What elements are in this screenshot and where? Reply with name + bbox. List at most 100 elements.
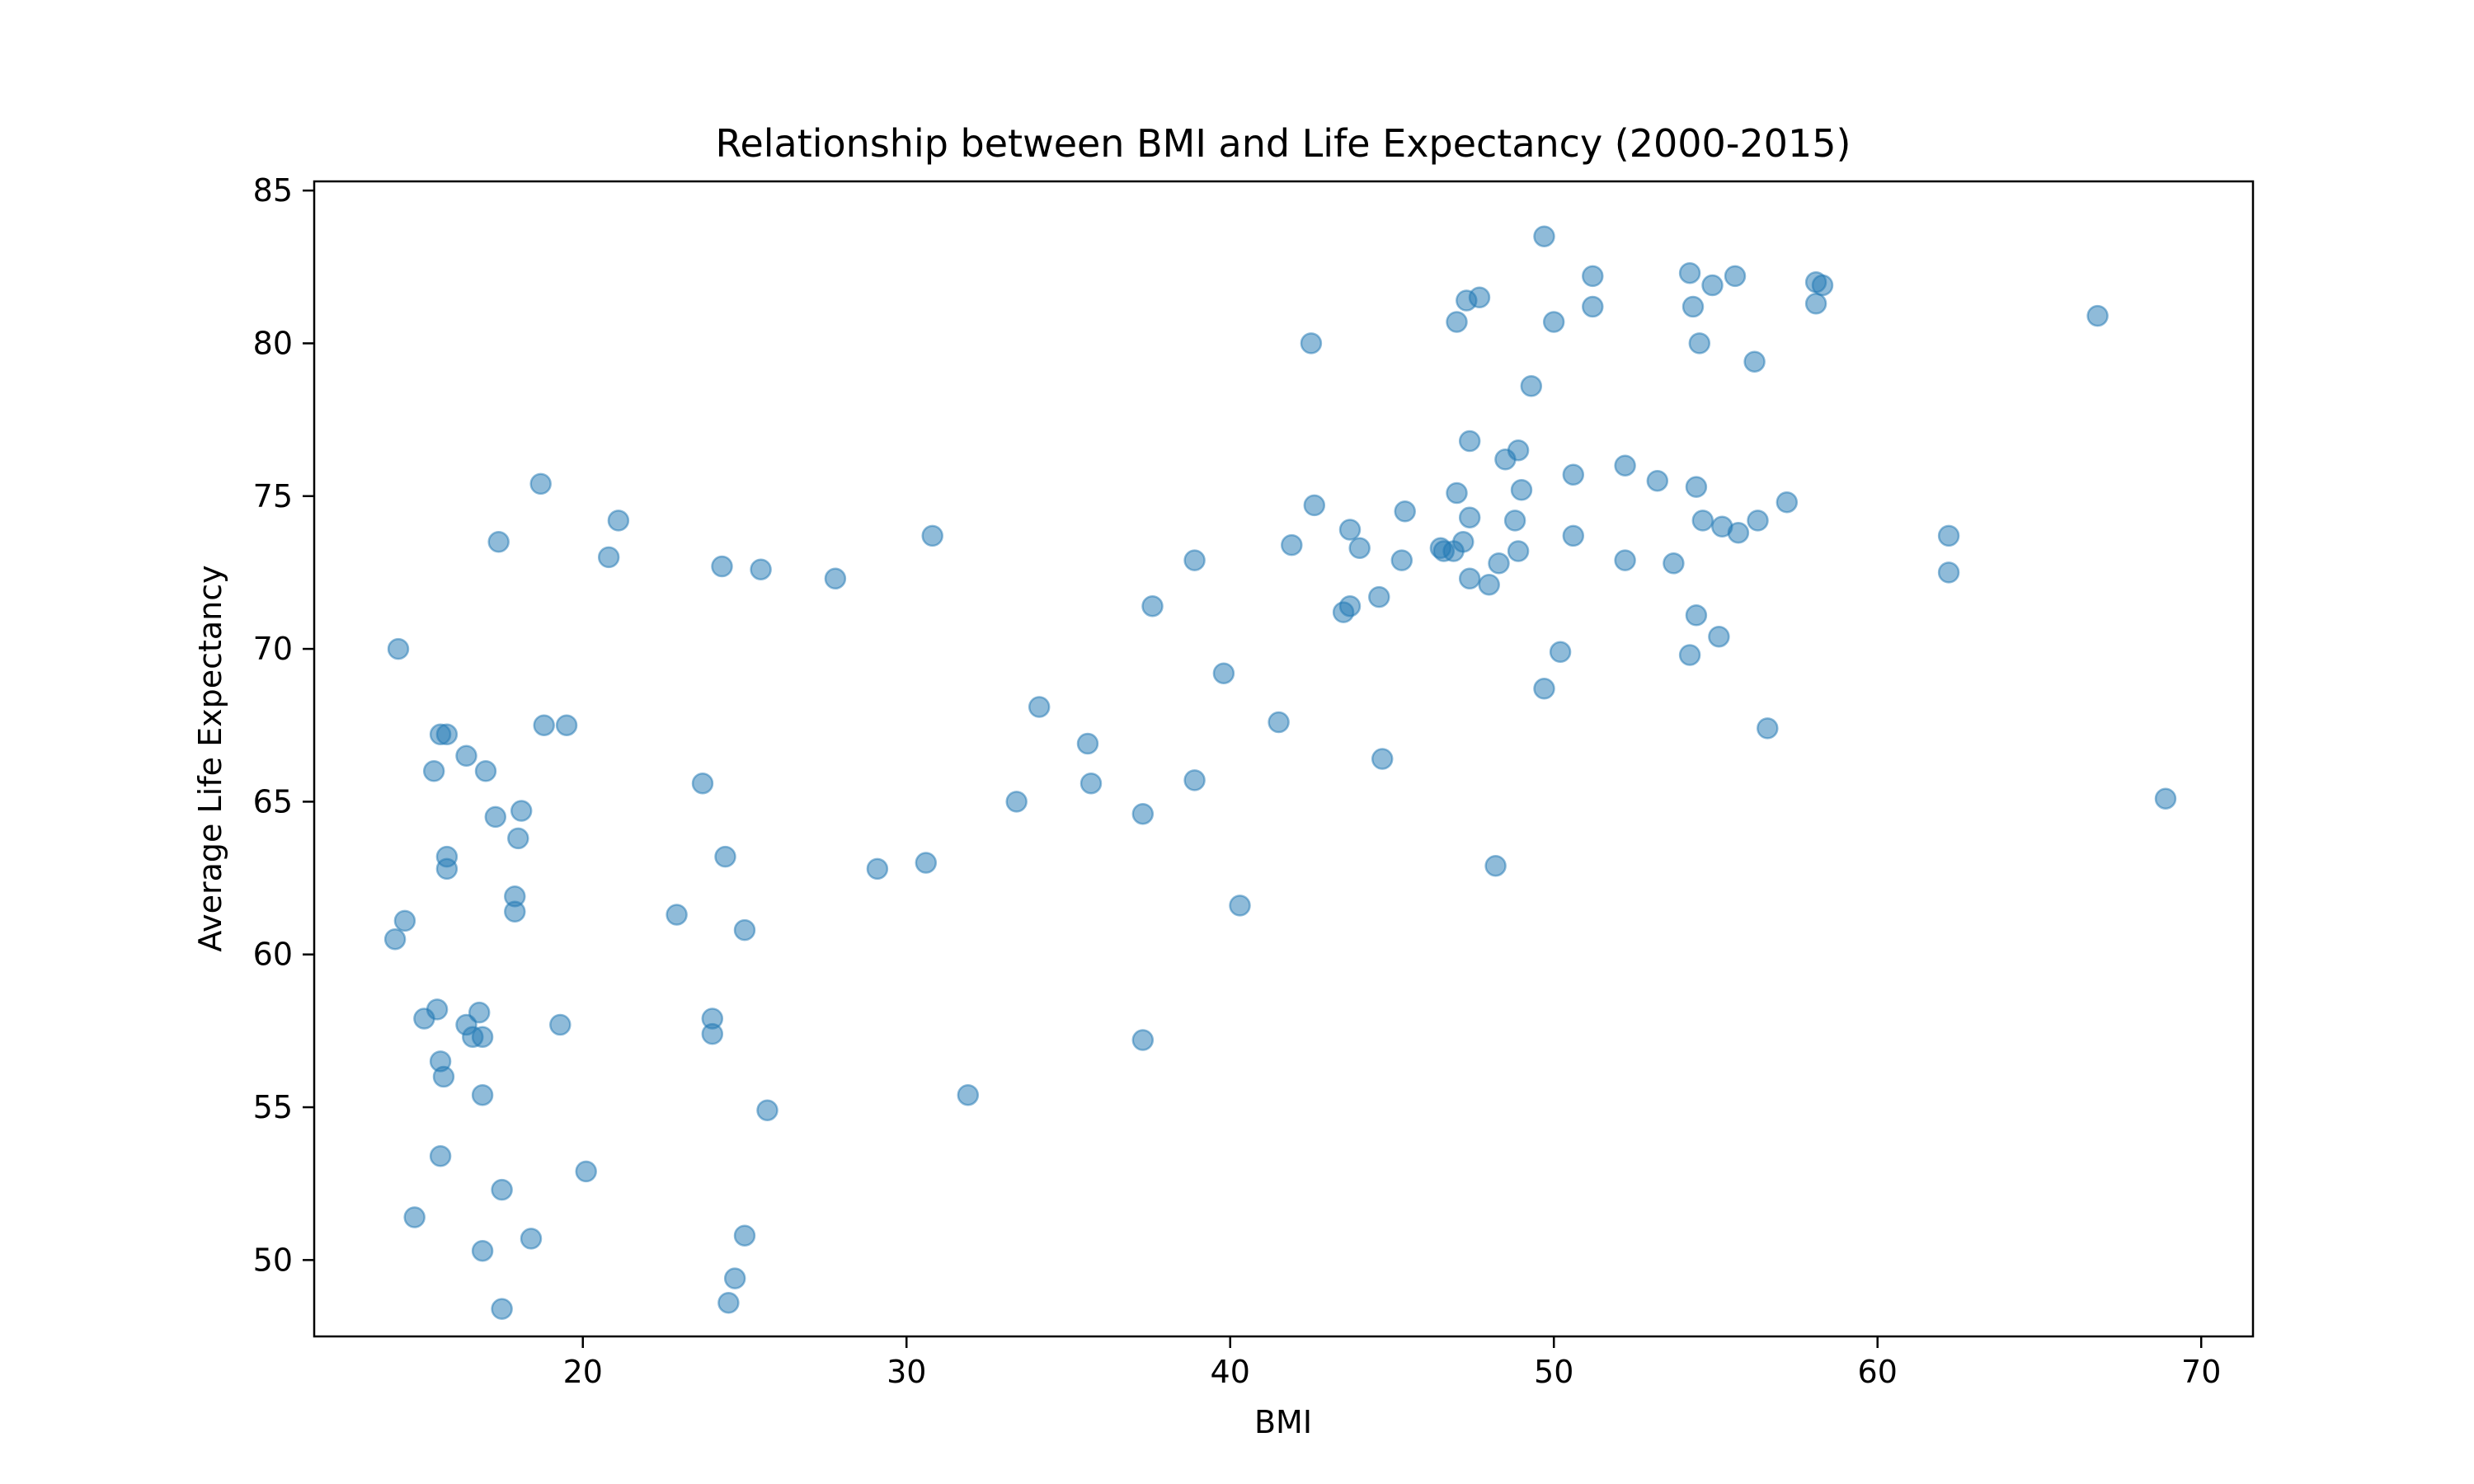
- data-point: [957, 1083, 980, 1106]
- data-point: [1691, 510, 1714, 532]
- data-point: [555, 714, 578, 736]
- data-point: [1458, 430, 1481, 453]
- y-tick-label: 50: [253, 1242, 293, 1278]
- data-point: [1503, 510, 1526, 532]
- data-point: [1303, 494, 1326, 517]
- data-point: [717, 1291, 740, 1314]
- data-point: [1678, 644, 1701, 666]
- data-point: [1533, 225, 1555, 247]
- data-point: [1520, 375, 1543, 397]
- data-point: [1507, 540, 1530, 562]
- data-point: [487, 531, 510, 553]
- data-point: [549, 1013, 571, 1036]
- data-point: [2154, 787, 2177, 810]
- data-point: [1688, 332, 1711, 355]
- x-axis-label: BMI: [1254, 1404, 1312, 1440]
- data-point: [1390, 549, 1413, 571]
- data-point: [484, 805, 507, 829]
- data-point: [575, 1160, 597, 1183]
- data-point: [507, 827, 529, 850]
- data-point: [1727, 521, 1750, 544]
- data-point: [1079, 772, 1103, 795]
- data-point: [1005, 791, 1028, 813]
- data-point: [1743, 350, 1766, 373]
- data-point: [1183, 769, 1206, 791]
- y-tick-label: 75: [253, 478, 293, 514]
- y-tick-label: 55: [253, 1089, 293, 1125]
- data-point: [471, 1026, 494, 1049]
- data-point: [1685, 604, 1708, 627]
- data-point: [403, 1206, 426, 1228]
- data-point: [468, 1001, 491, 1024]
- data-point: [383, 928, 407, 951]
- data-point: [750, 558, 772, 580]
- data-point: [1131, 1029, 1155, 1051]
- data-point: [733, 1224, 756, 1247]
- data-point: [1685, 476, 1708, 498]
- x-tick-label: 70: [2181, 1354, 2221, 1390]
- data-point: [1368, 585, 1390, 608]
- data-point: [714, 845, 736, 868]
- y-tick-label: 80: [253, 325, 293, 361]
- data-point: [666, 904, 688, 926]
- data-point: [701, 1022, 724, 1045]
- data-point: [866, 857, 889, 881]
- data-point: [491, 1298, 513, 1320]
- data-point: [1229, 895, 1251, 917]
- y-tick-label: 60: [253, 937, 293, 973]
- data-point: [1371, 748, 1394, 770]
- data-point: [533, 714, 555, 736]
- data-point: [435, 857, 459, 881]
- data-point: [471, 1083, 494, 1106]
- data-point: [1533, 678, 1555, 700]
- data-point: [1614, 454, 1636, 477]
- x-tick-label: 60: [1858, 1354, 1898, 1390]
- data-point: [824, 567, 847, 590]
- data-point: [915, 852, 938, 874]
- data-point: [1678, 261, 1701, 284]
- data-point: [1488, 552, 1510, 575]
- y-tick-label: 70: [253, 631, 293, 667]
- y-tick-label: 65: [253, 783, 293, 819]
- data-point: [1028, 696, 1051, 718]
- data-point: [429, 1145, 452, 1167]
- data-point: [1542, 311, 1565, 333]
- data-point: [520, 1228, 543, 1250]
- y-axis-label: Average Life Expectancy: [192, 565, 228, 951]
- data-point: [1484, 854, 1507, 877]
- data-point: [504, 900, 526, 923]
- data-point: [1701, 274, 1724, 297]
- data-point: [1212, 662, 1235, 684]
- data-point: [691, 772, 714, 795]
- data-point: [1747, 510, 1769, 532]
- x-tick-label: 20: [563, 1354, 603, 1390]
- data-point: [529, 472, 552, 495]
- data-point: [1724, 265, 1747, 288]
- chart-title: Relationship between BMI and Life Expect…: [716, 121, 1851, 166]
- data-point: [387, 637, 410, 660]
- data-point: [435, 723, 459, 746]
- data-point: [1452, 531, 1475, 553]
- data-point: [1562, 524, 1585, 547]
- y-axis-ticks: 50 55 60 65 70 75 80 85: [253, 172, 314, 1278]
- data-point: [1681, 295, 1705, 318]
- data-point: [1458, 567, 1481, 590]
- data-point: [607, 510, 630, 532]
- x-tick-label: 40: [1211, 1354, 1250, 1390]
- data-point: [1300, 332, 1323, 355]
- data-point: [1478, 573, 1500, 596]
- data-point: [1281, 533, 1303, 556]
- plot-frame: [313, 180, 2255, 1338]
- data-point: [393, 909, 416, 932]
- data-point: [491, 1178, 513, 1201]
- data-point: [1549, 641, 1572, 664]
- data-point: [1937, 524, 1960, 547]
- x-tick-label: 30: [887, 1354, 926, 1390]
- data-point: [733, 918, 756, 942]
- data-point: [510, 800, 533, 822]
- data-point: [1348, 537, 1371, 560]
- data-point: [1646, 469, 1669, 492]
- data-point: [1338, 519, 1362, 541]
